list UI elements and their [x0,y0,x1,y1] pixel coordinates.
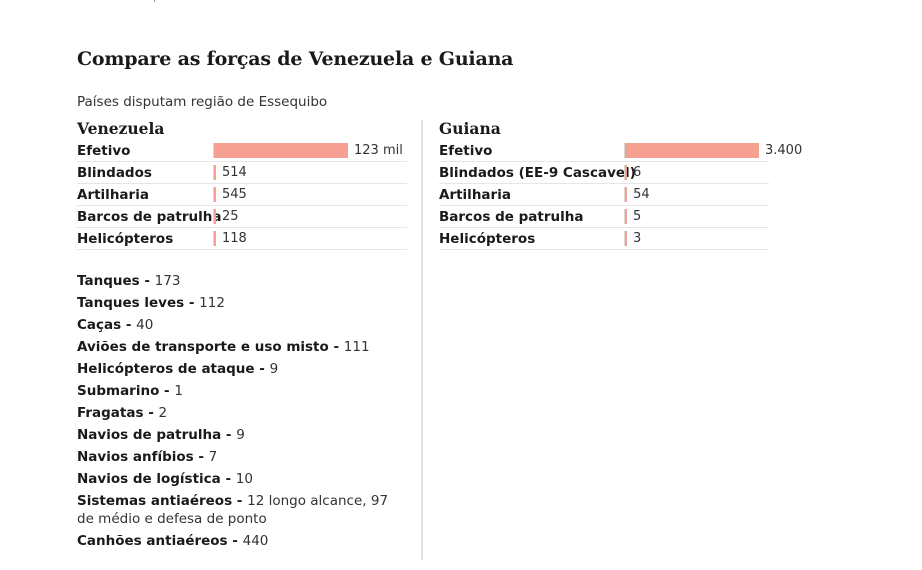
guiana-bar-rows: Efetivo 3.400 Blindados (EE-9 Cascavel) 6 Ar… [439,140,802,250]
bar [214,165,216,180]
bar-value-label: 118 [222,231,247,246]
list-item-label: Canhões antiaéreos - [77,533,243,549]
list-item-value: 12 longo alcance, 97 de médio e defesa d… [77,493,389,527]
venezuela-panel: Venezuela Efetivo 123 mil Blindados 514 Arti… [77,118,407,250]
list-item-label: Navios de logística - [77,471,236,487]
bar-value-label: 5 [633,209,642,224]
bar [625,231,627,246]
list-item-value: 112 [199,295,225,311]
list-item-value: 10 [235,471,253,487]
bar-row: Barcos de patrulha 5 [439,206,769,228]
chart-subtitle: Países disputam região de Essequibo [77,94,328,110]
list-item-value: 111 [343,339,370,355]
list-item: Caças - 40 [77,316,407,334]
bar-category-label: Helicópteros [77,231,174,247]
list-item-label: Aviões de transporte e uso misto - [77,339,344,355]
venezuela-bar-rows: Efetivo 123 mil Blindados 514 Artilharia 545 B… [77,140,407,250]
bar-baseline [624,165,625,180]
bar-category-label: Efetivo [77,143,131,159]
bar-baseline [624,143,625,158]
bar-value-label: 25 [222,209,239,224]
list-item-label: Navios anfíbios - [77,449,209,465]
bar-row: Helicópteros 3 [439,228,769,250]
bar-baseline [213,165,214,180]
bar [625,165,627,180]
bar-baseline [213,209,214,224]
list-item-label: Fragatas - [77,405,159,421]
list-item: Tanques leves - 112 [77,294,407,312]
list-item: Navios de logística - 10 [77,470,407,488]
bar-row: Helicópteros 118 [77,228,407,250]
bar-baseline [624,231,625,246]
list-item-value: 1 [174,383,183,399]
bar-category-label: Artilharia [77,187,149,203]
bar-row: Efetivo 123 mil [77,140,407,162]
bar-value-label: 3.400 [765,143,803,158]
bar-row: Efetivo 3.400 [439,140,802,162]
bar-baseline [213,187,214,202]
list-item-value: 9 [236,427,245,443]
bar [214,209,216,224]
venezuela-extra-list: Tanques - 173 Tanques leves - 112 Caças - … [77,272,407,554]
bar-row: Blindados (EE-9 Cascavel) 6 [439,162,769,184]
list-item-label: Navios de patrulha - [77,427,237,443]
list-item: Helicópteros de ataque - 9 [77,360,407,378]
column-divider [421,120,423,560]
bar [625,143,759,158]
bar-value-label: 6 [633,165,642,180]
list-item: Aviões de transporte e uso misto - 111 [77,338,407,356]
bar [214,231,216,246]
list-item: Canhões antiaéreos - 440 [77,532,407,550]
bar-row: Barcos de patrulha 25 [77,206,407,228]
list-item-value: 2 [158,405,168,421]
guiana-heading: Guiana [439,119,501,138]
list-item-value: 173 [154,273,181,289]
bar-baseline [624,187,625,202]
bar-row: Blindados 514 [77,162,407,184]
list-item-label: Submarino - [77,383,175,399]
guiana-panel: Guiana Efetivo 3.400 Blindados (EE-9 Casca… [439,118,802,250]
bar-category-label: Helicópteros [439,231,536,247]
bar-category-label: Barcos de patrulha [439,209,584,225]
list-item-value: 40 [136,317,154,333]
bar-category-label: Barcos de patrulha [77,209,222,225]
bar-baseline [213,231,214,246]
list-item: Navios de patrulha - 9 [77,426,407,444]
bar-baseline [624,209,625,224]
list-item: Submarino - 1 [77,382,407,400]
bar [625,209,627,224]
top-fragment [150,0,155,2]
bar-value-label: 54 [633,187,650,202]
bar [214,187,216,202]
bar-category-label: Efetivo [439,143,493,159]
list-item-value: 7 [208,449,218,465]
bar [625,187,628,202]
bar-value-label: 514 [222,165,247,180]
list-item: Sistemas antiaéreos - 12 longo alcance, … [77,492,407,528]
list-item-label: Sistemas antiaéreos - [77,493,248,509]
bar-value-label: 123 mil [354,143,403,158]
bar-category-label: Blindados (EE-9 Cascavel) [439,165,636,181]
bar [214,143,348,158]
bar-category-label: Artilharia [439,187,511,203]
bar-row: Artilharia 54 [439,184,769,206]
bar-row: Artilharia 545 [77,184,407,206]
venezuela-heading: Venezuela [77,119,165,138]
bar-category-label: Blindados [77,165,152,181]
list-item-value: 440 [242,533,269,549]
list-item: Navios anfíbios - 7 [77,448,407,466]
list-item-label: Helicópteros de ataque - [77,361,270,377]
list-item-label: Tanques leves - [77,295,200,311]
list-item-label: Caças - [77,317,137,333]
list-item: Tanques - 173 [77,272,407,290]
bar-baseline [213,143,214,158]
list-item-value: 9 [269,361,279,377]
bar-value-label: 545 [222,187,247,202]
list-item-label: Tanques - [77,273,155,289]
bar-value-label: 3 [633,231,642,246]
list-item: Fragatas - 2 [77,404,407,422]
chart-title: Compare as forças de Venezuela e Guiana [77,48,514,70]
